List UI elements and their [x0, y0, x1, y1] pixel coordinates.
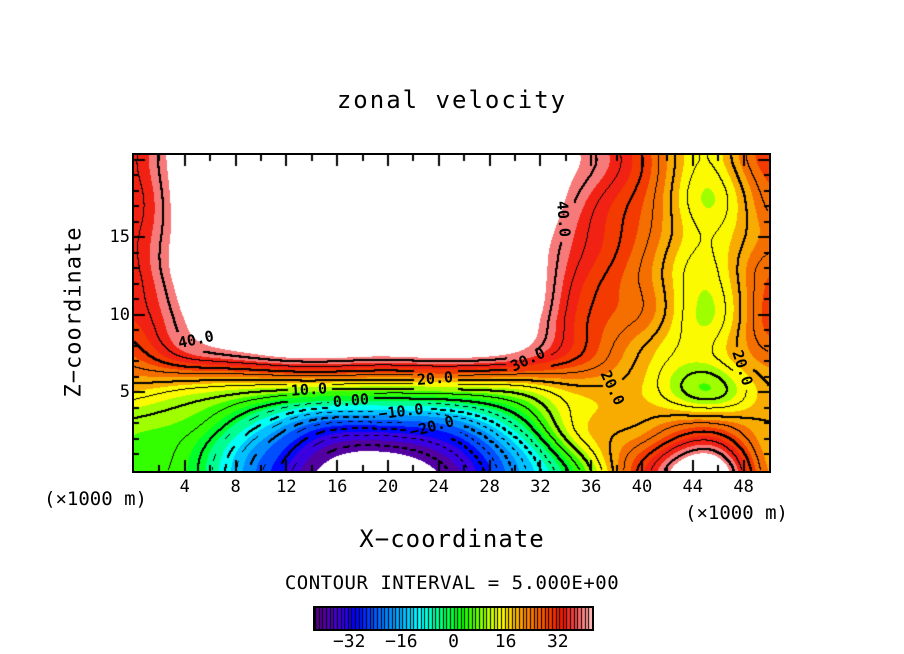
colorbar-tick-label: 16 [494, 631, 517, 652]
x-tick-label: 28 [479, 477, 500, 497]
colorbar-tick-label: 0 [448, 631, 459, 652]
contour-line-label: 0.00 [332, 389, 370, 411]
contour-line-label: 20.0 [416, 368, 454, 390]
z-axis-title: Z−coordinate [61, 226, 87, 398]
colorbar-tick-label: −32 [332, 631, 366, 652]
page-title: zonal velocity [336, 86, 568, 114]
colorbar-canvas [315, 608, 592, 629]
right-axis-unit-label: (×1000 m) [685, 502, 788, 524]
x-tick-label: 8 [230, 477, 241, 497]
x-tick-label: 20 [377, 477, 399, 497]
contour-line-label: 10.0 [290, 379, 328, 400]
x-tick-label: 16 [326, 477, 348, 497]
contour-plot-canvas [134, 155, 769, 471]
x-axis-title: X−coordinate [359, 525, 545, 553]
z-tick-label: 5 [119, 382, 130, 403]
x-tick-label: 48 [733, 477, 754, 497]
x-tick-label: 44 [682, 477, 704, 497]
left-axis-unit-label: (×1000 m) [44, 488, 147, 510]
z-tick-label: 10 [109, 304, 130, 325]
contour-line-label: 40.0 [553, 199, 575, 238]
x-tick-label: 12 [276, 477, 297, 497]
colorbar-tick-label: −16 [385, 631, 418, 652]
z-tick-label: 15 [109, 227, 130, 248]
colorbar-tick-label: 32 [546, 631, 569, 652]
x-tick-label: 24 [428, 477, 450, 497]
x-tick-label: 4 [179, 477, 190, 497]
contour-interval-label: CONTOUR INTERVAL = 5.000E+00 [284, 572, 620, 594]
colorbar [313, 606, 594, 631]
x-tick-label: 32 [530, 477, 551, 497]
x-tick-label: 36 [580, 477, 602, 497]
x-tick-label: 40 [631, 477, 653, 497]
contour-plot: 40.0 40.0 30.0 20.0 10.0 0.00 −10.0 −20.0 20.0 20… [132, 153, 771, 473]
